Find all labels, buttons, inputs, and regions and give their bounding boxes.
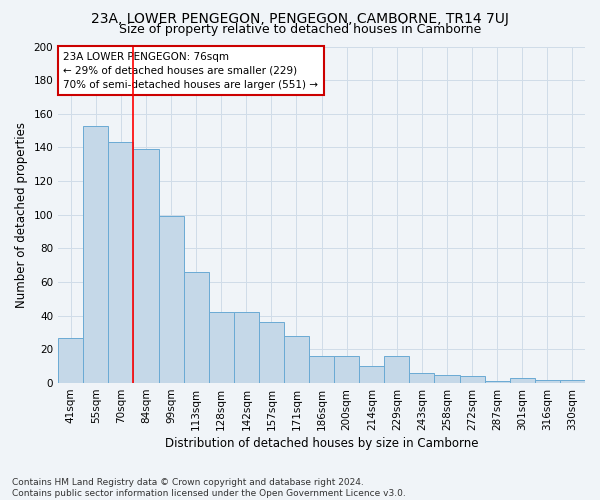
Bar bbox=[158, 216, 184, 383]
Bar bbox=[133, 149, 158, 383]
Bar bbox=[83, 126, 109, 383]
X-axis label: Distribution of detached houses by size in Camborne: Distribution of detached houses by size … bbox=[165, 437, 478, 450]
Bar bbox=[184, 272, 209, 383]
Bar bbox=[284, 336, 309, 383]
Text: Contains HM Land Registry data © Crown copyright and database right 2024.
Contai: Contains HM Land Registry data © Crown c… bbox=[12, 478, 406, 498]
Bar bbox=[234, 312, 259, 383]
Bar bbox=[334, 356, 359, 383]
Bar bbox=[560, 380, 585, 383]
Bar bbox=[434, 374, 460, 383]
Bar bbox=[460, 376, 485, 383]
Bar bbox=[385, 356, 409, 383]
Bar bbox=[485, 382, 510, 383]
Bar bbox=[359, 366, 385, 383]
Text: 23A, LOWER PENGEGON, PENGEGON, CAMBORNE, TR14 7UJ: 23A, LOWER PENGEGON, PENGEGON, CAMBORNE,… bbox=[91, 12, 509, 26]
Bar bbox=[259, 322, 284, 383]
Text: 23A LOWER PENGEGON: 76sqm
← 29% of detached houses are smaller (229)
70% of semi: 23A LOWER PENGEGON: 76sqm ← 29% of detac… bbox=[64, 52, 319, 90]
Y-axis label: Number of detached properties: Number of detached properties bbox=[15, 122, 28, 308]
Bar bbox=[535, 380, 560, 383]
Bar bbox=[309, 356, 334, 383]
Bar bbox=[409, 373, 434, 383]
Bar bbox=[109, 142, 133, 383]
Text: Size of property relative to detached houses in Camborne: Size of property relative to detached ho… bbox=[119, 22, 481, 36]
Bar bbox=[209, 312, 234, 383]
Bar bbox=[510, 378, 535, 383]
Bar bbox=[58, 338, 83, 383]
